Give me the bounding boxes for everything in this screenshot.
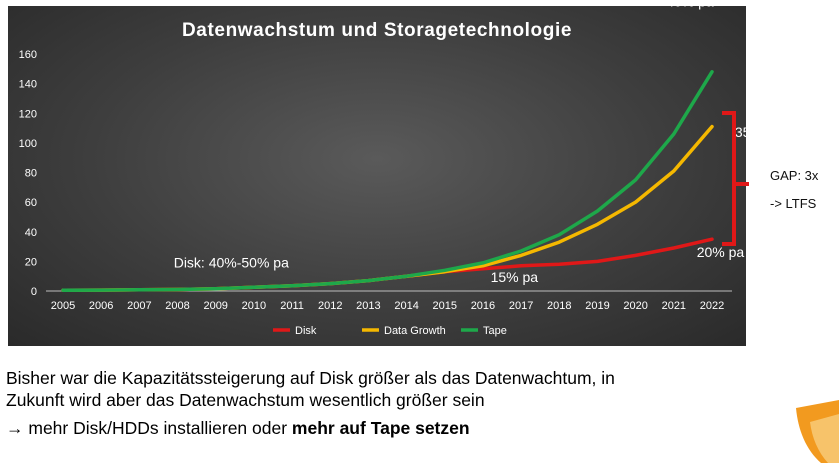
chart-panel: Datenwachstum und Storagetechnologie 0 20… (8, 6, 746, 346)
x-tick-label: 2012 (318, 300, 342, 312)
caption: Bisher war die Kapazitätssteigerung auf … (6, 367, 786, 439)
logo-shape-light (810, 414, 839, 463)
x-axis: 2005 2006 2007 2008 2009 2010 2011 2012 2013 2014… (51, 300, 724, 312)
line-chart: Datenwachstum und Storagetechnologie 0 20… (19, 6, 746, 337)
x-tick-label: 2018 (547, 300, 571, 312)
x-tick-label: 2021 (662, 300, 686, 312)
gap-bracket (722, 111, 749, 246)
caption-line-3-plain: → mehr Disk/HDDs installieren oder (6, 418, 292, 438)
annotation-label: 20% pa (697, 244, 745, 260)
y-axis: 0 20 40 60 80 100 120 140 160 (19, 49, 732, 298)
y-tick-label: 40 (25, 227, 37, 239)
caption-line-2: Zukunft wird aber das Datenwachstum wese… (6, 390, 485, 410)
x-tick-label: 2006 (89, 300, 113, 312)
annotation-label: 15% pa (491, 269, 539, 285)
y-tick-label: 120 (19, 108, 37, 120)
series-line-data-growth (61, 124, 714, 293)
y-tick-label: 20 (25, 256, 37, 268)
x-tick-label: 2008 (165, 300, 189, 312)
y-tick-label: 60 (25, 197, 37, 209)
x-tick-label: 2009 (203, 300, 227, 312)
series-line-disk (61, 237, 714, 293)
y-tick-label: 160 (19, 49, 37, 61)
x-tick-label: 2014 (394, 300, 418, 312)
series-line-tape (61, 70, 714, 293)
x-tick-label: 2016 (471, 300, 495, 312)
y-tick-label: 0 (31, 286, 37, 298)
caption-line-1: Bisher war die Kapazitätssteigerung auf … (6, 368, 615, 388)
caption-line-3-bold: mehr auf Tape setzen (291, 418, 470, 438)
annotation-layer: Disk: 40%-50% pa 15% pa 20% pa 35% pa 40% pa (174, 6, 746, 285)
x-tick-label: 2022 (700, 300, 724, 312)
series-layer (61, 70, 714, 293)
x-tick-label: 2005 (51, 300, 75, 312)
x-tick-label: 2007 (127, 300, 151, 312)
caption-line-3: → mehr Disk/HDDs installieren oder mehr … (6, 417, 786, 439)
gap-note: GAP: 3x (770, 168, 819, 183)
ltfs-note: -> LTFS (770, 196, 817, 211)
gap-bracket-line (722, 111, 736, 246)
y-tick-label: 100 (19, 138, 37, 150)
x-tick-label: 2010 (242, 300, 266, 312)
annotation-label: Disk: 40%-50% pa (174, 254, 289, 270)
annotation-label: 35% pa (735, 124, 746, 140)
x-tick-label: 2020 (623, 300, 647, 312)
corner-logo-shape (796, 400, 839, 463)
x-tick-label: 2019 (585, 300, 609, 312)
legend: Disk Data Growth Tape (273, 325, 507, 337)
x-tick-label: 2013 (356, 300, 380, 312)
legend-label: Disk (295, 325, 317, 337)
chart-title: Datenwachstum und Storagetechnologie (182, 20, 572, 41)
x-tick-label: 2011 (280, 300, 304, 312)
y-tick-label: 80 (25, 168, 37, 180)
legend-label: Tape (483, 325, 507, 337)
x-tick-label: 2015 (433, 300, 457, 312)
x-tick-label: 2017 (509, 300, 533, 312)
y-tick-label: 140 (19, 79, 37, 91)
legend-label: Data Growth (384, 325, 446, 337)
annotation-label: 40% pa (666, 6, 714, 10)
